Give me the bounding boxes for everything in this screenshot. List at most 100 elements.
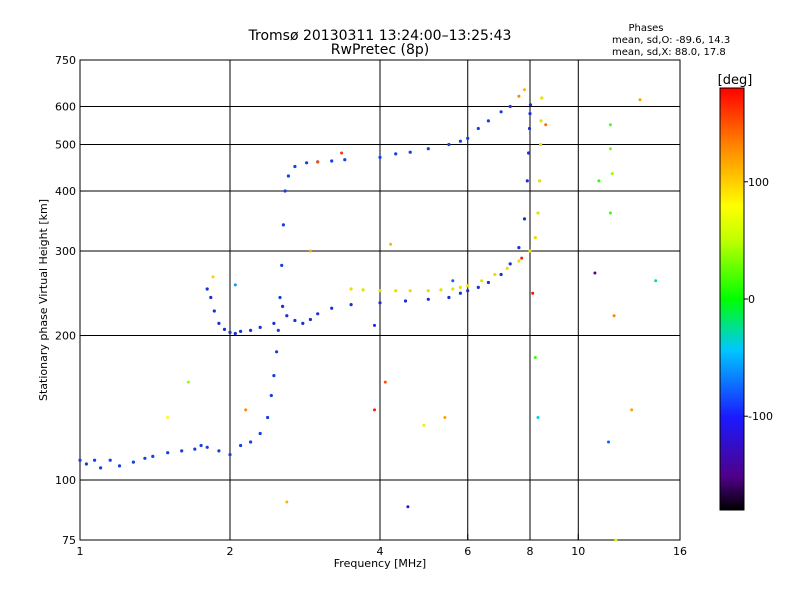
phase-legend-o: mean, sd,O: -89.6, 14.3 xyxy=(612,35,730,46)
data-point xyxy=(285,314,289,318)
y-tick-label: 750 xyxy=(55,54,76,67)
data-point xyxy=(316,312,320,316)
grid xyxy=(80,60,680,540)
scatter-point xyxy=(597,179,601,183)
data-point xyxy=(286,174,290,178)
data-point xyxy=(408,150,412,154)
data-point xyxy=(505,266,509,270)
data-point xyxy=(349,303,353,307)
data-point xyxy=(281,304,285,308)
data-point xyxy=(527,151,531,155)
data-point xyxy=(486,280,490,285)
y-tick-label: 100 xyxy=(55,474,76,487)
x-tick-label: 16 xyxy=(673,545,687,558)
data-point xyxy=(330,306,334,310)
x-tick-label: 1 xyxy=(77,545,84,558)
data-point xyxy=(426,297,430,301)
data-point xyxy=(476,285,480,289)
data-point xyxy=(239,443,243,448)
data-point xyxy=(222,327,227,331)
data-point xyxy=(439,288,443,292)
data-point xyxy=(499,272,503,277)
data-point xyxy=(426,289,430,293)
data-point xyxy=(301,321,305,325)
data-point xyxy=(540,96,544,100)
x-axis-ticks: 1 2 4 6 8 10 16 xyxy=(77,534,687,558)
data-point xyxy=(143,456,147,460)
colorbar-ticks: 100 0 -100 xyxy=(744,176,773,423)
data-point xyxy=(166,451,170,455)
data-point xyxy=(458,285,462,289)
data-point xyxy=(217,449,221,453)
data-point xyxy=(394,152,398,156)
data-point xyxy=(539,142,543,147)
scatter-point xyxy=(373,408,376,412)
y-axis-label: Stationary phase Virtual Height [km] xyxy=(37,199,50,401)
data-point xyxy=(269,393,273,398)
data-point xyxy=(131,460,135,464)
data-point xyxy=(403,299,408,303)
chart-subtitle: RwPretec (8p) xyxy=(331,42,429,58)
x-tick-label: 8 xyxy=(527,545,534,558)
scatter-point xyxy=(316,160,320,164)
data-point xyxy=(447,142,451,147)
data-point xyxy=(233,331,237,336)
data-point xyxy=(330,159,334,163)
data-point xyxy=(517,246,521,250)
scatter-point xyxy=(608,123,612,127)
scatter-point xyxy=(520,256,524,260)
data-point xyxy=(280,263,284,267)
scatter-point xyxy=(536,416,540,419)
data-point xyxy=(378,155,382,159)
y-tick-label: 600 xyxy=(55,101,76,114)
data-point xyxy=(217,321,221,325)
data-point xyxy=(117,464,122,468)
scatter-point xyxy=(523,88,526,92)
x-axis-label: Frequency [MHz] xyxy=(334,557,426,570)
data-point xyxy=(378,289,382,293)
data-point xyxy=(536,211,540,215)
data-point xyxy=(276,328,280,332)
data-point xyxy=(293,164,297,169)
scatter-point xyxy=(614,538,618,542)
scatter-point xyxy=(383,380,387,384)
x-tick-label: 6 xyxy=(464,545,471,558)
phase-legend-title: Phases xyxy=(628,23,663,34)
data-point xyxy=(205,287,209,291)
data-point xyxy=(508,104,512,109)
data-point xyxy=(272,321,276,325)
data-point xyxy=(480,279,484,283)
data-point xyxy=(275,350,279,354)
data-point xyxy=(451,287,455,291)
data-point xyxy=(466,136,470,140)
colorbar-label: [deg] xyxy=(718,73,753,88)
colorbar xyxy=(719,87,745,511)
scatter-point xyxy=(308,249,312,253)
data-point xyxy=(199,443,203,448)
data-point xyxy=(305,161,309,165)
y-tick-label: 75 xyxy=(62,534,76,547)
data-point xyxy=(228,453,232,457)
scatter-point xyxy=(406,505,410,509)
scatter-point xyxy=(544,123,548,127)
data-point xyxy=(426,147,430,151)
scatter-point xyxy=(533,356,537,359)
x-tick-label: 4 xyxy=(377,545,384,558)
y-tick-label: 400 xyxy=(55,185,76,198)
data-point xyxy=(209,295,213,300)
data-point xyxy=(283,189,287,193)
data-point xyxy=(266,415,270,420)
data-point xyxy=(528,112,532,116)
data-point xyxy=(486,119,490,123)
data-point xyxy=(458,139,462,143)
data-point xyxy=(361,288,365,292)
data-point xyxy=(349,287,353,291)
colorbar-tick-label: -100 xyxy=(748,410,773,423)
scatter-point xyxy=(608,211,612,215)
scatter-point xyxy=(186,380,190,384)
scatter-point xyxy=(638,98,642,102)
scatter-point xyxy=(211,275,215,279)
data-point xyxy=(278,295,282,300)
scatter-point xyxy=(593,271,597,275)
data-point xyxy=(99,466,103,470)
